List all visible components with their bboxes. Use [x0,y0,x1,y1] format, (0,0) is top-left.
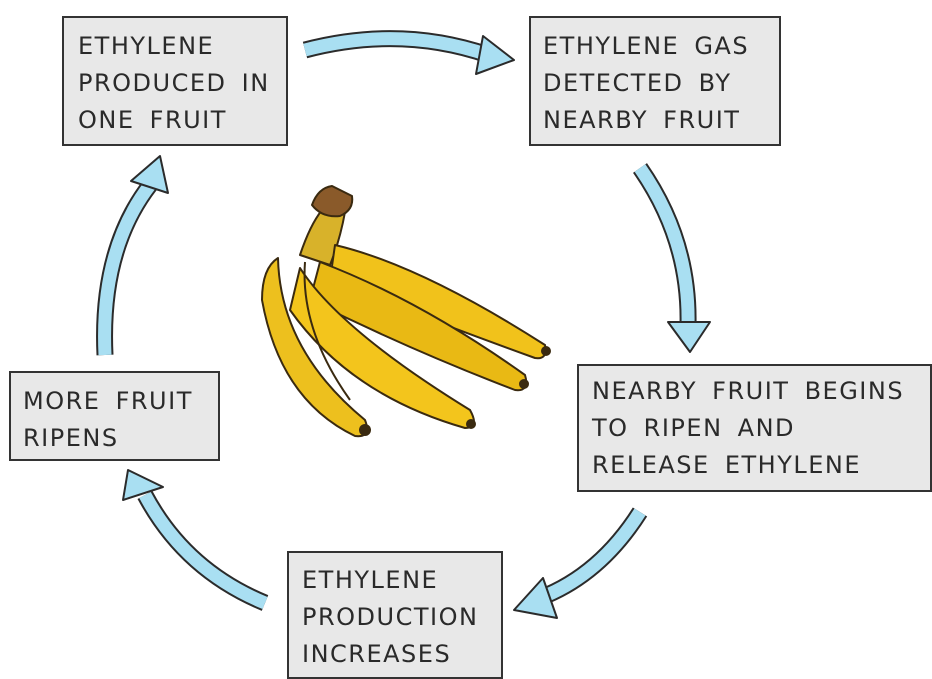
arrow [305,36,514,74]
box-label: NEARBY FRUIT [543,106,740,134]
box-label: MORE FRUIT [23,387,193,415]
box-label: INCREASES [302,640,451,668]
box-label: RELEASE ETHYLENE [592,451,861,479]
box-label: PRODUCTION [302,603,478,631]
arrow [640,168,710,352]
box-label: TO RIPEN AND [591,414,795,442]
box-label: ETHYLENE GAS [543,32,749,60]
box-label: RIPENS [23,424,119,452]
box-label: NEARBY FRUIT BEGINS [592,377,904,405]
box-label: ETHYLENE [302,566,438,594]
arrow [123,470,265,603]
box-label: DETECTED BY [543,69,731,97]
bananas [262,186,551,436]
box-label: ONE FRUIT [78,106,227,134]
box-label: PRODUCED IN [78,69,270,97]
box-label: ETHYLENE [78,32,214,60]
arrow [105,156,168,355]
arrow [514,512,640,618]
diagram: ETHYLENE PRODUCED IN ONE FRUIT ETHYLENE GAS… [0,0,932,679]
